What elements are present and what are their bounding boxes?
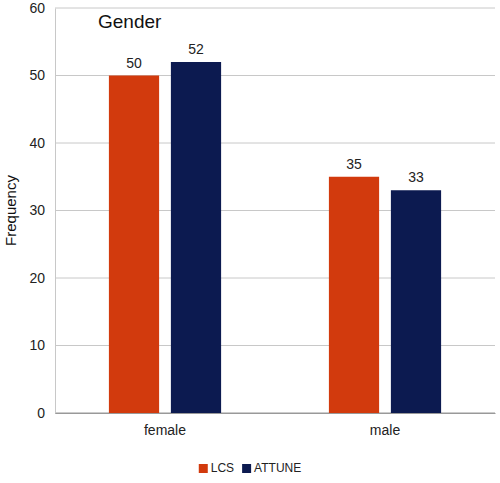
legend-label: ATTUNE [254,461,301,475]
bars [109,62,441,413]
data-label: 33 [408,169,424,185]
y-tick-label: 10 [29,337,45,353]
data-label: 52 [188,41,204,57]
x-tick: male [370,413,401,438]
bar [171,62,221,413]
x-tick-label: male [370,422,401,438]
y-axis: 0 10 20 30 40 50 60 [29,0,55,421]
data-labels: 50 35 52 33 [126,41,424,185]
y-axis-line [55,9,56,414]
legend-swatch [242,464,251,473]
legend-item: ATTUNE [242,461,301,475]
y-tick-label: 40 [29,135,45,151]
bar [109,76,159,414]
legend-item: LCS [199,461,234,475]
x-axis-line [56,413,496,414]
data-label: 50 [126,55,142,71]
bar [329,177,379,413]
x-tick: female [144,413,186,438]
x-axis: female male [56,413,496,438]
grid-line [55,8,495,9]
chart: 0 10 20 30 40 50 60 female male 50 35 52 33 Gender Fre… [0,0,500,483]
legend-label: LCS [211,461,234,475]
y-tick-label: 60 [29,0,45,16]
y-tick-label: 0 [37,405,45,421]
y-tick: 50 [29,67,55,83]
bar [391,190,441,413]
x-tick-label: female [144,422,186,438]
grid [55,8,495,413]
y-tick-label: 30 [29,202,45,218]
data-label: 35 [346,156,362,172]
y-tick: 10 [29,337,55,353]
y-tick: 40 [29,135,55,151]
y-tick-label: 20 [29,270,45,286]
y-tick: 30 [29,202,55,218]
legend-swatch [199,464,208,473]
y-tick: 20 [29,270,55,286]
y-tick-label: 50 [29,67,45,83]
y-tick: 60 [29,0,55,16]
y-axis-title: Frequency [2,175,19,246]
y-tick: 0 [37,405,55,421]
legend: LCS ATTUNE [199,461,301,475]
title: Gender [98,11,162,32]
plot-area: 0 10 20 30 40 50 60 female male 50 35 52 33 [29,0,495,438]
